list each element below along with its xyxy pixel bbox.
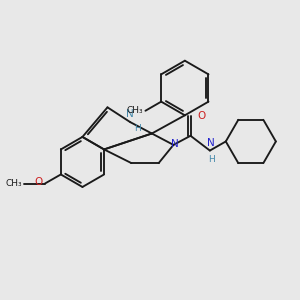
Text: N: N: [207, 138, 215, 148]
Text: O: O: [34, 177, 43, 188]
Text: O: O: [197, 111, 206, 122]
Text: CH₃: CH₃: [5, 179, 22, 188]
Text: CH₃: CH₃: [127, 106, 143, 115]
Text: N: N: [126, 109, 134, 119]
Text: H: H: [134, 124, 140, 134]
Text: N: N: [171, 139, 178, 149]
Text: H: H: [208, 155, 214, 164]
